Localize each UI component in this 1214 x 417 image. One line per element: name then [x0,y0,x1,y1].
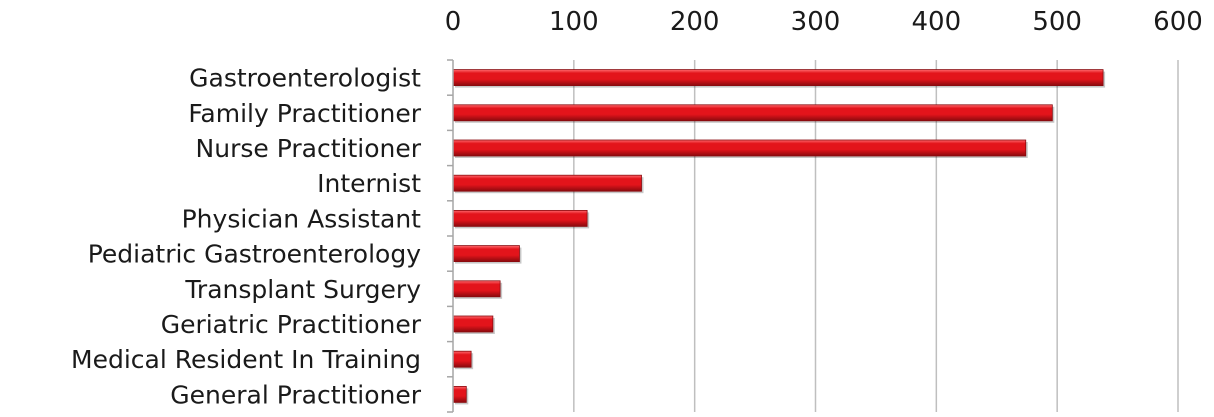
x-tick-label: 0 [445,7,462,37]
bar [452,69,1106,88]
x-tick-label: 300 [791,7,841,37]
bars [452,69,1106,405]
x-tick-label: 600 [1153,7,1203,37]
bar [452,245,522,264]
bar [452,174,644,194]
bar [452,280,503,299]
category-label: Gastroenterologist [189,64,421,93]
category-label: Pediatric Gastroenterology [88,240,422,269]
category-label: Transplant Surgery [184,275,421,304]
bar [452,104,1055,123]
category-labels: Gastroenterologist Family Practitioner Nur… [71,64,422,410]
category-label: Medical Resident In Training [71,345,421,374]
bar-fill [452,209,588,227]
category-label: Geriatric Practitioner [161,310,422,339]
category-label: General Practitioner [170,380,421,409]
category-label: Family Practitioner [188,99,421,128]
bar-fill [452,350,472,368]
bar [452,139,1028,158]
bar [452,209,590,229]
bar-fill [452,245,520,263]
bar-fill [452,69,1104,86]
category-label: Internist [317,169,421,198]
y-axis [447,59,454,413]
category-label: Nurse Practitioner [196,134,422,163]
bar [452,350,474,370]
bar-fill [452,315,494,333]
bar [452,385,469,405]
x-tick-label: 500 [1032,7,1082,37]
bar-fill [452,139,1027,157]
x-tick-label: 400 [912,7,962,37]
bar [452,315,495,334]
bar-fill [452,385,467,403]
bar-fill [452,104,1053,122]
category-label: Physician Assistant [182,204,422,233]
x-tick-label: 200 [670,7,720,37]
x-axis-tick-labels: 0 100 200 300 400 500 600 [445,7,1203,37]
bar-fill [452,280,501,298]
x-tick-label: 100 [549,7,599,37]
bar-fill [452,174,642,192]
